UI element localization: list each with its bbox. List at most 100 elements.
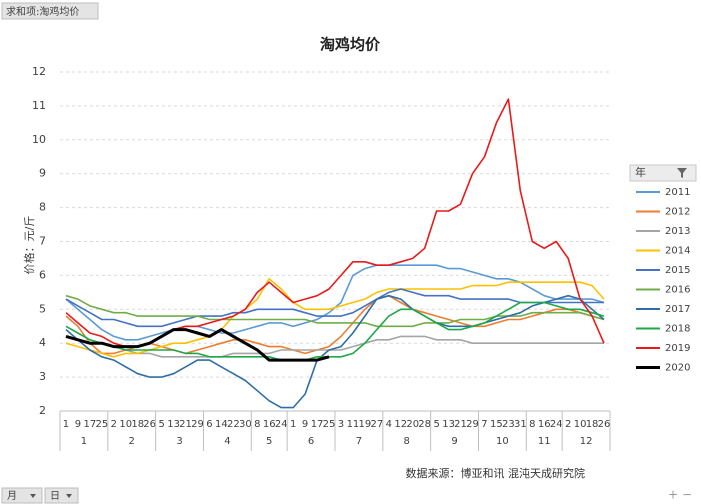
filter-month-label: 月 [7,490,17,502]
x-group-label: 11 [538,436,551,447]
x-tick-label: 21 [454,419,467,430]
legend-label: 2018 [665,324,690,335]
x-tick-label: 7 [481,419,487,430]
x-tick-label: 26 [598,419,611,430]
x-tick-label: 5 [158,419,164,430]
source-note: 数据来源：博亚和讯 混沌天成研究院 [406,466,586,480]
x-tick-label: 29 [466,419,479,430]
x-tick-label: 24 [550,419,563,430]
x-tick-label: 22 [227,419,240,430]
y-tick-label: 10 [32,133,46,146]
y-tick-label: 3 [39,370,46,383]
y-tick-label: 2 [39,404,46,417]
x-group-label: 1 [81,436,87,447]
legend-label: 2015 [665,265,690,276]
x-tick-label: 18 [586,419,599,430]
x-tick-label: 11 [347,419,360,430]
series-line [65,294,605,328]
y-axis-label: 价格：元/斤 [22,216,36,275]
legend-label: 2011 [665,187,690,198]
field-button-bg [1,2,99,20]
legend-label: 2013 [665,226,690,237]
x-group-label: 12 [580,436,593,447]
x-tick-label: 13 [442,419,455,430]
x-tick-label: 1 [63,419,69,430]
zoom-out[interactable]: − [682,488,692,502]
x-tick-label: 30 [239,419,252,430]
legend-label: 2020 [665,363,690,374]
y-tick-label: 4 [39,336,46,349]
x-tick-label: 16 [538,419,551,430]
field-button[interactable]: 求和项:淘鸡均价 [1,2,99,20]
field-button-label: 求和项:淘鸡均价 [6,5,79,18]
x-tick-label: 25 [95,419,108,430]
y-tick-label: 6 [39,268,46,281]
dropdown-arrow [66,494,72,498]
legend-title: 年 [635,165,646,179]
zoom-in[interactable]: + [668,488,678,502]
series-line [65,294,605,409]
series-line [65,288,604,328]
filter-month[interactable]: 月 [1,487,43,504]
x-tick-label: 8 [254,419,260,430]
x-tick-label: 5 [433,419,439,430]
legend-label: 2016 [665,285,690,296]
filter-icon [677,168,687,178]
x-tick-label: 24 [275,419,288,430]
x-group-label: 9 [451,436,457,447]
x-tick-label: 16 [263,419,276,430]
filter-month-bg [1,487,43,504]
x-tick-label: 20 [406,419,419,430]
x-tick-label: 2 [565,419,571,430]
x-tick-label: 25 [323,419,336,430]
y-tick-label: 11 [32,99,46,112]
x-tick-label: 21 [179,419,192,430]
legend-label: 2012 [665,207,690,218]
legend-label: 2017 [665,304,690,315]
x-tick-label: 28 [418,419,431,430]
x-group-label: 8 [404,436,410,447]
x-tick-label: 31 [514,419,527,430]
x-tick-label: 8 [529,419,535,430]
x-group-label: 6 [308,436,314,447]
x-group-label: 7 [356,436,362,447]
legend-label: 2014 [665,246,690,257]
series-line [65,278,605,358]
dropdown-arrow [30,494,36,498]
x-tick-label: 17 [84,419,97,430]
chart-title: 淘鸡均价 [319,36,381,54]
legend-header[interactable]: 年 [629,164,697,182]
x-tick-label: 18 [131,419,144,430]
x-tick-label: 19 [359,419,372,430]
x-tick-label: 29 [191,419,204,430]
x-tick-label: 14 [215,419,228,430]
y-tick-label: 5 [39,302,46,315]
series-line [65,301,605,361]
filter-day-label: 日 [50,491,60,502]
y-tick-label: 8 [39,201,46,214]
y-tick-label: 12 [32,65,46,78]
filter-day-bg [44,487,79,504]
x-tick-label: 17 [311,419,324,430]
x-tick-label: 3 [338,419,344,430]
filter-day[interactable]: 日 [44,487,79,504]
x-tick-label: 4 [386,419,392,430]
x-tick-label: 9 [75,419,81,430]
x-tick-label: 10 [574,419,587,430]
x-group-label: 2 [129,436,135,447]
x-group-label: 10 [496,436,509,447]
x-tick-label: 27 [370,419,383,430]
x-tick-label: 1 [290,419,296,430]
x-group-label: 4 [224,436,230,447]
x-tick-label: 15 [490,419,503,430]
y-tick-label: 9 [39,167,46,180]
x-tick-label: 2 [111,419,117,430]
legend-label: 2019 [665,343,690,354]
y-tick-label: 7 [39,235,46,248]
x-tick-label: 12 [394,419,407,430]
x-tick-label: 10 [119,419,132,430]
x-group-label: 5 [266,436,272,447]
series-line [65,335,604,358]
x-group-label: 3 [176,436,182,447]
